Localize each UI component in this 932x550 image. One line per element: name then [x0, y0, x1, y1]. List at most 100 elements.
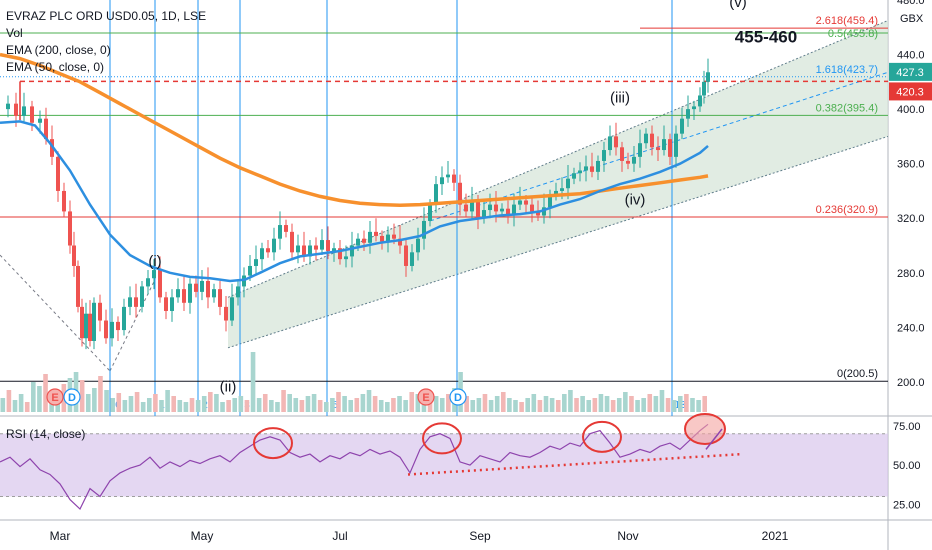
volume-bar	[37, 386, 42, 412]
volume-bar	[647, 394, 653, 412]
candle-body	[686, 109, 690, 119]
volume-bar	[665, 398, 671, 412]
time-tick-label: 2021	[762, 529, 789, 543]
volume-bar	[18, 394, 24, 412]
volume-bar	[519, 402, 524, 412]
candle-body	[302, 245, 306, 257]
candle-body	[620, 147, 624, 161]
candle-body	[506, 208, 510, 216]
volume-bar	[433, 396, 439, 412]
candle-body	[662, 139, 666, 151]
candle-body	[248, 265, 252, 276]
candle-body	[350, 245, 354, 257]
price-tick-label: 480.0	[897, 0, 925, 7]
event-marker-label: E	[51, 392, 58, 404]
fib-level-label: 0.5(455.8)	[828, 28, 878, 40]
candle-body	[236, 286, 240, 298]
candle-body	[224, 306, 228, 321]
candle-body	[22, 106, 26, 116]
candle-body	[30, 106, 34, 123]
candle-body	[554, 190, 558, 196]
candle-body	[404, 245, 408, 266]
candle-body	[206, 280, 210, 298]
rsi-peak-highlight	[684, 412, 726, 445]
candle-body	[374, 231, 378, 236]
volume-bar	[153, 394, 158, 412]
volume-bar	[281, 390, 286, 412]
volume-bar	[92, 388, 97, 412]
volume-bar	[6, 390, 12, 412]
candle-body	[674, 133, 678, 157]
volume-bar	[671, 400, 677, 412]
time-tick-label: Sep	[469, 529, 491, 543]
candle-body	[596, 160, 600, 172]
volume-bar	[275, 402, 280, 412]
volume-bar	[537, 400, 543, 412]
volume-bar	[262, 394, 268, 412]
volume-bar	[574, 398, 579, 412]
candle-body	[602, 150, 606, 161]
volume-bar	[372, 396, 378, 412]
candle-body	[446, 174, 450, 178]
candle-body	[536, 211, 540, 216]
rsi-peak-highlight	[253, 427, 293, 460]
price-tick-label: 320.0	[897, 213, 925, 225]
volume-bar	[348, 400, 353, 412]
volume-bar	[336, 392, 341, 412]
volume-bar	[366, 390, 372, 412]
volume-bar	[214, 394, 219, 412]
volume-bar	[79, 380, 85, 412]
volume-bar	[616, 398, 622, 412]
candle-body	[38, 118, 42, 123]
candle-body	[134, 297, 138, 307]
price-tick-label: 280.0	[897, 268, 925, 280]
target-label: 455-460	[735, 27, 797, 46]
candle-body	[428, 204, 432, 221]
candle-body	[518, 200, 522, 205]
candle-body	[170, 297, 174, 311]
volume-bar	[165, 390, 170, 412]
candle-body	[626, 160, 630, 164]
candle-body	[702, 81, 706, 96]
fib-level-label: 1.618(423.7)	[816, 64, 878, 76]
volume-bar	[128, 396, 134, 412]
candle-body	[158, 270, 162, 298]
volume-bar	[116, 393, 122, 412]
volume-bar	[104, 390, 109, 412]
volume-bar	[305, 396, 311, 412]
time-tick-label: Nov	[617, 529, 638, 543]
ema200-legend: EMA (200, close, 0)	[6, 43, 111, 57]
candle-body	[242, 275, 246, 287]
rsi-line	[0, 423, 709, 510]
volume-bar	[330, 398, 335, 412]
volume-bar	[531, 394, 537, 412]
volume-bar	[513, 400, 518, 412]
volume-bar	[311, 394, 317, 412]
candle-body	[194, 283, 198, 292]
volume-bar	[507, 398, 512, 412]
volume-bar	[293, 398, 299, 412]
volume-bar	[684, 394, 689, 412]
candle-body	[122, 306, 126, 331]
elliott-wave-label: (i)	[148, 253, 161, 270]
volume-bar	[482, 394, 488, 412]
volume-bar	[696, 400, 701, 412]
candle-body	[380, 235, 384, 242]
candle-body	[458, 182, 462, 205]
volume-bar	[232, 398, 238, 412]
candle-body	[560, 188, 564, 191]
candle-body	[188, 283, 192, 303]
volume-bar	[446, 394, 451, 412]
volume-bar	[244, 400, 250, 412]
elliott-wave-label: (iv)	[625, 192, 646, 209]
candle-body	[308, 245, 312, 257]
last-price-tag	[889, 62, 932, 81]
volume-bar	[201, 396, 207, 412]
price-tick-label: 200.0	[897, 377, 925, 389]
candle-body	[386, 234, 390, 242]
volume-bar	[555, 400, 561, 412]
channel-upper-line	[227, 19, 889, 298]
candle-body	[230, 297, 234, 321]
volume-bar	[183, 402, 189, 412]
